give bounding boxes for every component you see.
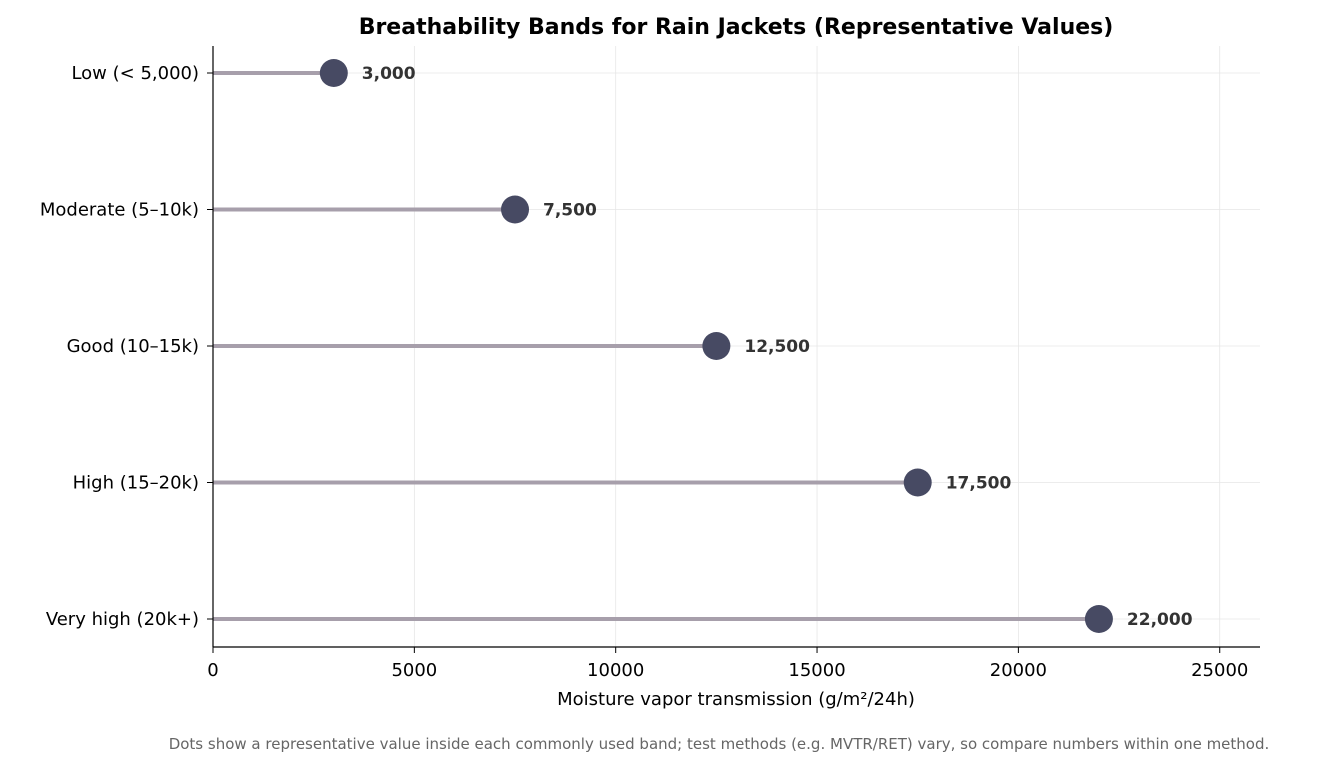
y-tick-label: High (15–20k)	[73, 473, 199, 494]
y-ticks: Low (< 5,000) Moderate (5–10k) Good (10–15…	[40, 63, 213, 630]
value-label: 22,000	[1127, 610, 1193, 630]
value-label: 17,500	[946, 474, 1012, 494]
value-label: 7,500	[543, 201, 597, 221]
x-ticks: 0 5000 10000 15000 20000 25000	[207, 647, 1248, 681]
dots	[319, 59, 1113, 633]
x-tick-label: 20000	[990, 660, 1047, 681]
x-axis-label: Moisture vapor transmission (g/m²/24h)	[557, 689, 915, 710]
y-tick-label: Good (10–15k)	[67, 336, 199, 357]
value-label: 12,500	[744, 337, 810, 357]
lollipop-dot	[702, 332, 731, 360]
x-tick-label: 25000	[1191, 660, 1248, 681]
y-tick-label: Moderate (5–10k)	[40, 200, 199, 221]
x-tick-label: 15000	[788, 660, 845, 681]
x-tick-label: 5000	[391, 660, 437, 681]
footnote: Dots show a representative value inside …	[169, 735, 1270, 753]
value-labels: 3,000 7,500 12,500 17,500 22,000	[362, 64, 1193, 630]
chart-title: Breathability Bands for Rain Jackets (Re…	[359, 15, 1114, 40]
x-tick-label: 0	[207, 660, 218, 681]
lollipop-dot	[501, 195, 530, 224]
lollipop-dot	[903, 468, 932, 497]
y-tick-label: Very high (20k+)	[46, 609, 199, 630]
lollipop-dot	[319, 59, 348, 87]
stems	[213, 71, 1099, 621]
value-label: 3,000	[362, 64, 416, 84]
x-tick-label: 10000	[587, 660, 644, 681]
y-tick-label: Low (< 5,000)	[71, 63, 199, 84]
lollipop-dot	[1084, 605, 1113, 633]
